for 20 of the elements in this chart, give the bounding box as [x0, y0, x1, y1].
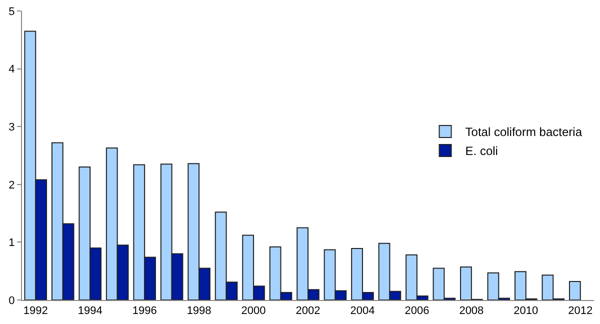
legend-label: E. coli [465, 144, 498, 158]
x-tick-label: 2004 [350, 305, 375, 318]
x-tick-label: 1998 [186, 305, 212, 318]
x-tick-label: 2010 [514, 305, 538, 318]
y-tick-label: 2 [8, 179, 15, 192]
bar [568, 281, 581, 300]
x-tick-label: 2012 [568, 305, 593, 318]
y-tick-label: 1 [8, 237, 15, 250]
x-tick-label: 2000 [241, 305, 266, 318]
y-tick-label: 4 [8, 64, 15, 76]
y-tick-label: 3 [8, 121, 15, 134]
x-tick-label: 1996 [132, 305, 157, 318]
x-tick-label: 1992 [23, 305, 48, 318]
x-tick-label: 1994 [78, 305, 102, 318]
x-tick-label: 2006 [404, 305, 430, 318]
y-tick-label: 5 [8, 6, 15, 18]
x-tick-label: 2002 [296, 305, 320, 318]
y-tick-label: 0 [8, 294, 15, 307]
legend-label: Total coliform bacteria [465, 125, 582, 140]
x-tick-label: 2008 [459, 305, 484, 318]
